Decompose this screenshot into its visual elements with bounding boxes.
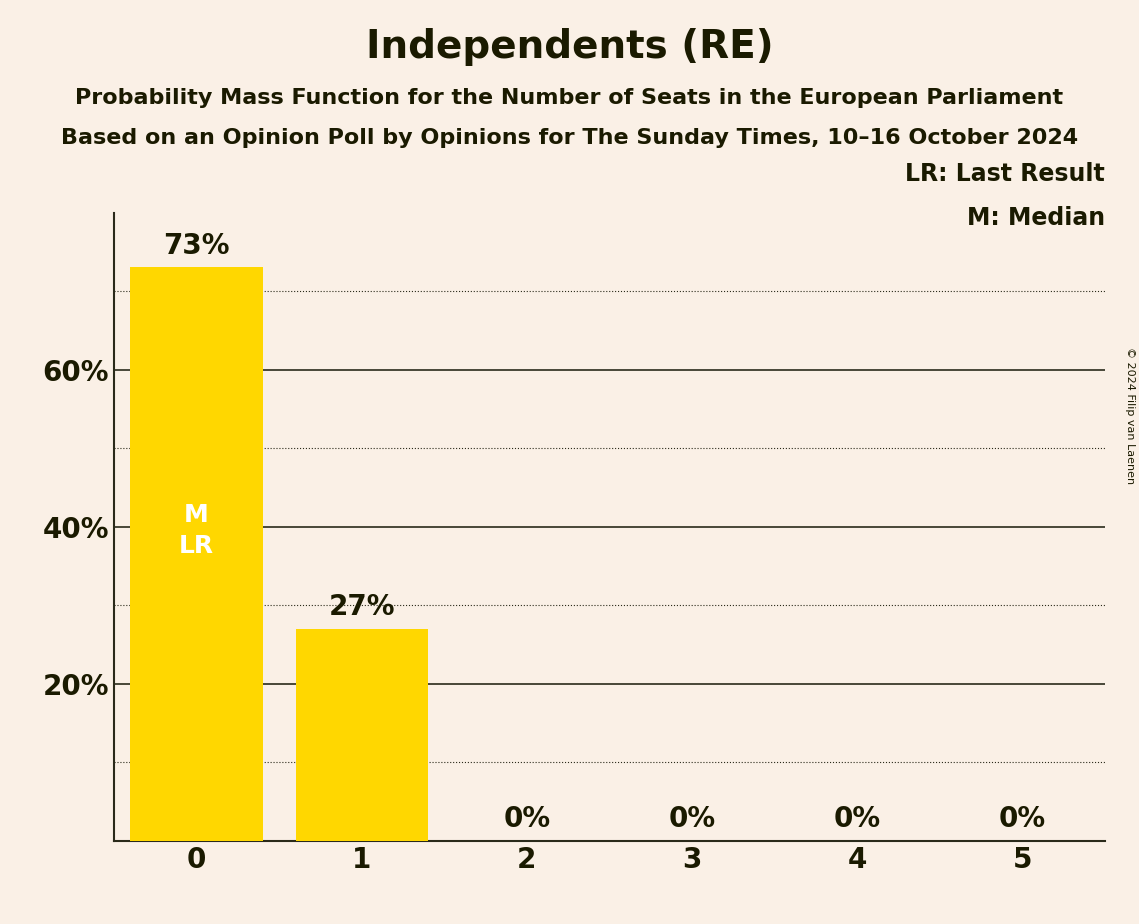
Text: 27%: 27% <box>328 593 395 621</box>
Text: LR: Last Result: LR: Last Result <box>906 163 1105 187</box>
Bar <box>130 268 262 841</box>
Text: 0%: 0% <box>669 805 715 833</box>
Text: Probability Mass Function for the Number of Seats in the European Parliament: Probability Mass Function for the Number… <box>75 88 1064 108</box>
Text: 73%: 73% <box>163 232 230 260</box>
Text: Independents (RE): Independents (RE) <box>366 28 773 66</box>
Text: 0%: 0% <box>503 805 550 833</box>
Text: 0%: 0% <box>834 805 880 833</box>
Text: M: M <box>185 503 208 527</box>
Text: LR: LR <box>179 534 214 558</box>
Text: © 2024 Filip van Laenen: © 2024 Filip van Laenen <box>1125 347 1134 484</box>
Text: M: Median: M: Median <box>967 206 1105 230</box>
Text: Based on an Opinion Poll by Opinions for The Sunday Times, 10–16 October 2024: Based on an Opinion Poll by Opinions for… <box>62 128 1077 148</box>
Bar <box>296 628 427 841</box>
Text: 0%: 0% <box>999 805 1046 833</box>
